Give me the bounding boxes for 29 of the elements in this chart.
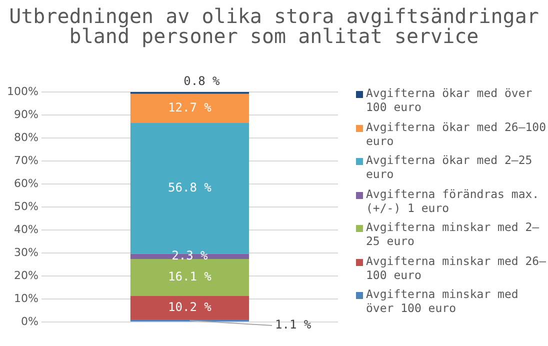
data-label: 12.7 %: [168, 100, 212, 115]
data-label: 10.2 %: [168, 300, 212, 314]
legend-label: Avgifterna ökar med över 100 euro: [366, 86, 534, 114]
y-tick-label: 50%: [14, 200, 38, 213]
y-tick-label: 30%: [14, 246, 38, 259]
data-label: 2.3 %: [172, 248, 209, 262]
bar: [130, 296, 250, 320]
bar: [130, 94, 250, 124]
y-tick-label: 80%: [14, 130, 38, 144]
data-label: 56.8 %: [168, 180, 212, 194]
legend-label: Avgifterna minskar med 2–25 euro: [366, 220, 540, 248]
data-label: 1.1 %: [275, 318, 312, 332]
legend-label: Avgifterna ökar med 26–100 euro: [366, 120, 546, 148]
y-tick-label: 20%: [14, 268, 38, 282]
y-tick-label: 60%: [14, 176, 38, 190]
y-tick-label: 10%: [14, 292, 38, 305]
y-tick-label: 40%: [14, 222, 38, 236]
legend-label: Avgifterna ökar med 2–25 euro: [366, 153, 534, 181]
chart-title: Utbredningen av olika stora avgiftsändringar bland personer som anlitat service: [8, 4, 540, 48]
y-tick-label: 100%: [6, 84, 38, 98]
legend-label: Avgifterna förändras max. (+/-) 1 euro: [366, 186, 540, 214]
y-tick-label: 90%: [14, 108, 38, 121]
y-tick-label: 70%: [14, 154, 38, 167]
bar: [130, 258, 250, 296]
data-label: 16.1 %: [168, 270, 212, 284]
data-label: 0.8 %: [184, 74, 221, 88]
legend-label: Avgifterna minskar med över 100 euro: [366, 287, 520, 315]
legend-label: Avgifterna minskar med 26–100 euro: [366, 254, 546, 282]
y-tick-label: 0%: [20, 314, 38, 328]
